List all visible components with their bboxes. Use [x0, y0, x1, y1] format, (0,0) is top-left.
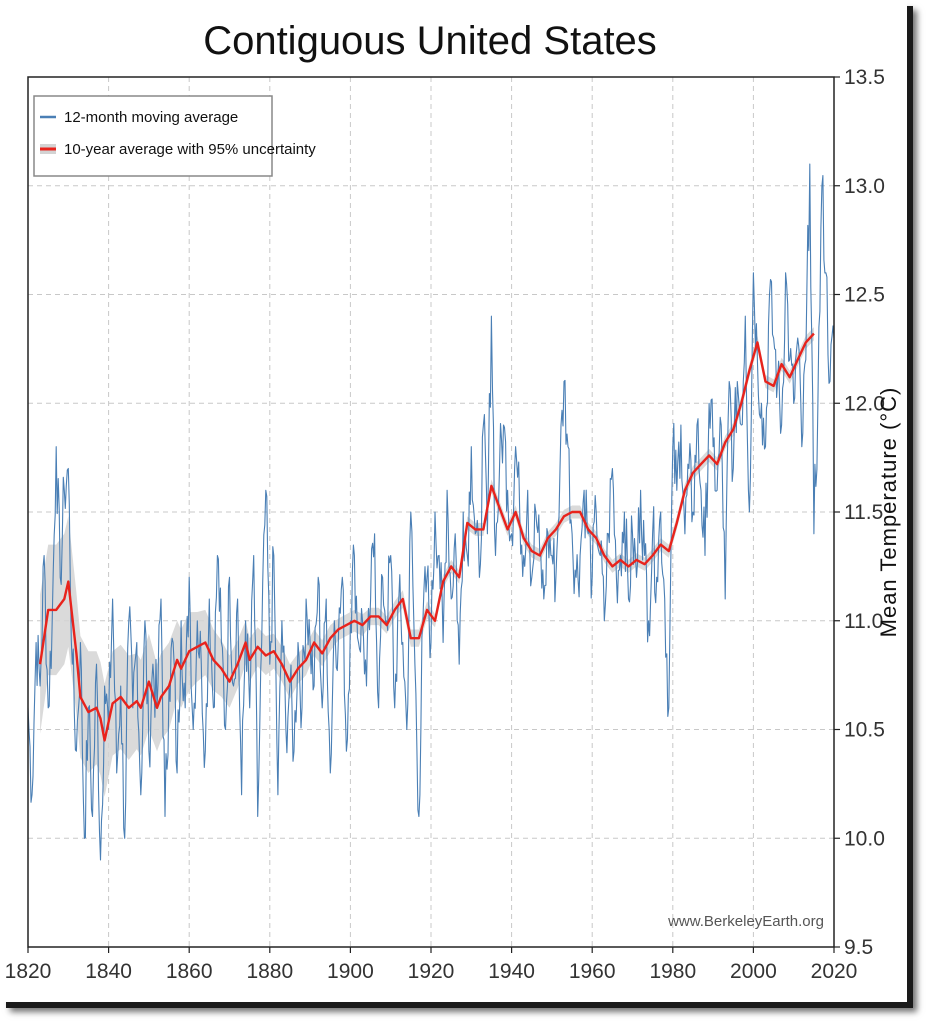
x-tick-label-1860: 1860 [166, 960, 213, 983]
x-tick-label-1940: 1940 [488, 960, 535, 983]
y-tick-label-10.0: 10.0 [844, 827, 885, 850]
y-axis-label: Mean Temperature (°C) [876, 387, 901, 638]
legend-label-ten-year: 10-year average with 95% uncertainty [64, 141, 316, 158]
legend-box [33, 95, 273, 177]
credit-label: www.BerkeleyEarth.org [667, 913, 824, 930]
uncertainty-band [40, 327, 814, 797]
y-axis-ticks: 9.5 10.0 10.5 11.0 11.5 12.0 12.5 13.0 13.5 [834, 66, 885, 959]
y-tick-label-11.5: 11.5 [844, 501, 883, 524]
uncertainty-band-area [40, 327, 814, 797]
chart-frame: Contiguous United States 1820 1840 1860 188… [4, 19, 901, 983]
x-tick-label-1840: 1840 [85, 960, 132, 983]
x-axis-ticks: 1820 1840 1860 1880 1900 1920 1940 1960 1980 2000… [5, 947, 858, 983]
x-tick-label-1920: 1920 [408, 960, 455, 983]
legend-label-moving-average: 12-month moving average [64, 109, 238, 126]
series-line-10-year-average [38, 332, 815, 742]
y-tick-label-13.0: 13.0 [844, 175, 885, 198]
x-tick-label-1880: 1880 [246, 960, 293, 983]
y-tick-label-11.0: 11.0 [844, 610, 883, 633]
x-tick-label-1900: 1900 [327, 960, 374, 983]
series [27, 163, 835, 861]
grid [27, 76, 835, 948]
temperature-chart: Contiguous United States 1820 1840 1860 188… [5, 19, 901, 983]
x-tick-label-2020: 2020 [811, 960, 858, 983]
y-tick-label-12.5: 12.5 [844, 284, 885, 307]
y-tick-label-10.5: 10.5 [844, 719, 885, 742]
series-line-12-month-moving-average [27, 163, 835, 861]
legend: 12-month moving average 10-year average … [33, 95, 316, 177]
x-tick-label-1960: 1960 [569, 960, 616, 983]
x-tick-label-1820: 1820 [5, 960, 52, 983]
x-tick-label-2000: 2000 [730, 960, 777, 983]
y-tick-label-13.5: 13.5 [844, 66, 885, 89]
x-tick-label-1980: 1980 [649, 960, 696, 983]
chart-title: Contiguous United States [203, 19, 657, 63]
y-tick-label-12.0: 12.0 [844, 392, 885, 415]
y-tick-label-9.5: 9.5 [844, 936, 873, 959]
